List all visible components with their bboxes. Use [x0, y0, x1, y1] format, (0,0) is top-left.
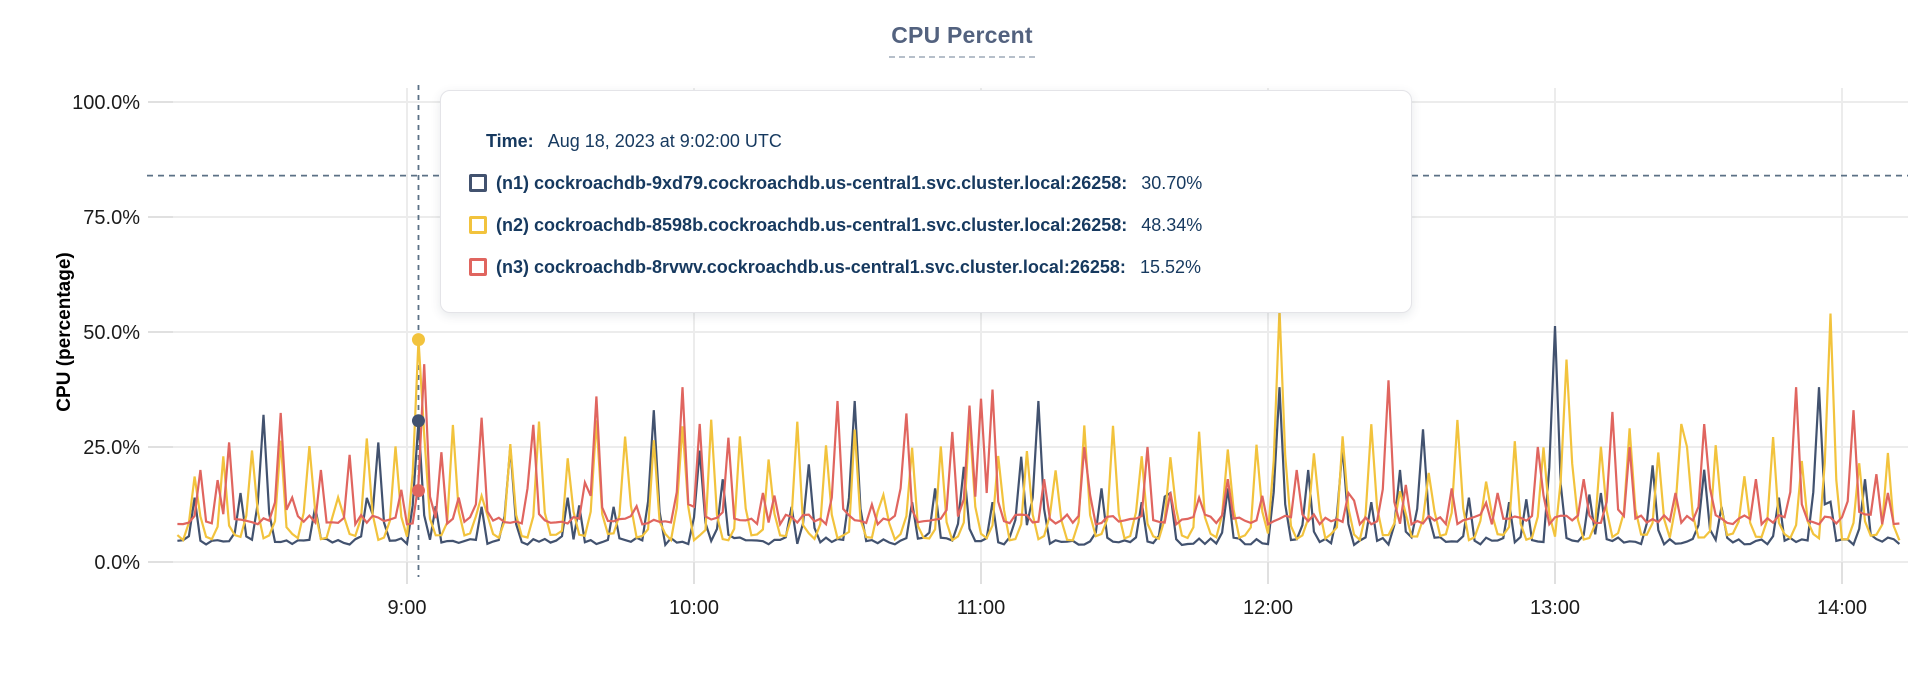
series-line-n1 [177, 325, 1901, 548]
tooltip-row-n1-value: 30.70% [1141, 172, 1203, 193]
y-tick-label: 50.0% [83, 322, 140, 344]
crosshair-dot-n2 [411, 333, 425, 347]
tooltip-time-label: Time: [486, 130, 534, 151]
x-tick-label: 10:00 [669, 597, 719, 619]
series-n1-swatch-icon [469, 174, 487, 192]
chart-title[interactable]: CPU Percent [889, 22, 1035, 58]
chart-title-row: CPU Percent [0, 22, 1924, 58]
y-tick-label: 0.0% [94, 552, 140, 574]
tooltip-row-n1-label: (n1) cockroachdb-9xd79.cockroachdb.us-ce… [496, 172, 1128, 193]
y-tick-label: 25.0% [83, 437, 140, 459]
y-tick-label: 75.0% [83, 207, 140, 229]
tooltip-time-row: Time: Aug 18, 2023 at 9:02:00 UTC [486, 127, 1411, 155]
tooltip-row-n1: (n1) cockroachdb-9xd79.cockroachdb.us-ce… [469, 169, 1411, 197]
tooltip-row-n2: (n2) cockroachdb-8598b.cockroachdb.us-ce… [469, 211, 1411, 239]
x-tick-label: 9:00 [388, 597, 427, 619]
tooltip-row-n2-label: (n2) cockroachdb-8598b.cockroachdb.us-ce… [496, 214, 1128, 235]
series-line-n2 [176, 308, 1901, 543]
hover-tooltip: Time: Aug 18, 2023 at 9:02:00 UTC (n1) c… [440, 90, 1412, 313]
x-tick-label: 12:00 [1243, 597, 1293, 619]
series-n2-swatch-icon [469, 216, 487, 234]
tooltip-time-value: Aug 18, 2023 at 9:02:00 UTC [547, 130, 782, 151]
series-line-n3 [177, 364, 1900, 528]
x-tick-label: 11:00 [957, 597, 1006, 619]
x-tick-label: 14:00 [1817, 597, 1867, 619]
tooltip-row-n3-label: (n3) cockroachdb-8rvwv.cockroachdb.us-ce… [496, 256, 1126, 277]
y-tick-label: 100.0% [72, 92, 140, 114]
tooltip-row-n3: (n3) cockroachdb-8rvwv.cockroachdb.us-ce… [469, 253, 1411, 281]
tooltip-row-n3-value: 15.52% [1139, 256, 1201, 277]
series-n3-swatch-icon [469, 258, 487, 276]
x-tick-label: 13:00 [1530, 597, 1580, 619]
crosshair-dot-n1 [411, 414, 425, 428]
crosshair-dot-n3 [411, 484, 425, 498]
y-axis-title: CPU (percentage) [54, 252, 75, 411]
tooltip-row-n2-value: 48.34% [1141, 214, 1203, 235]
